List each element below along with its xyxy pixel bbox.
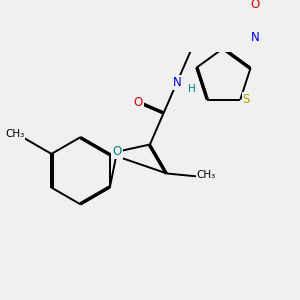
Text: N: N: [172, 76, 181, 89]
Text: N: N: [251, 31, 260, 44]
Text: O: O: [133, 96, 142, 109]
Text: O: O: [112, 145, 122, 158]
Text: O: O: [251, 0, 260, 11]
Text: H: H: [188, 84, 195, 94]
Text: CH₃: CH₃: [5, 129, 24, 139]
Text: CH₃: CH₃: [197, 170, 216, 180]
Text: S: S: [242, 93, 250, 106]
